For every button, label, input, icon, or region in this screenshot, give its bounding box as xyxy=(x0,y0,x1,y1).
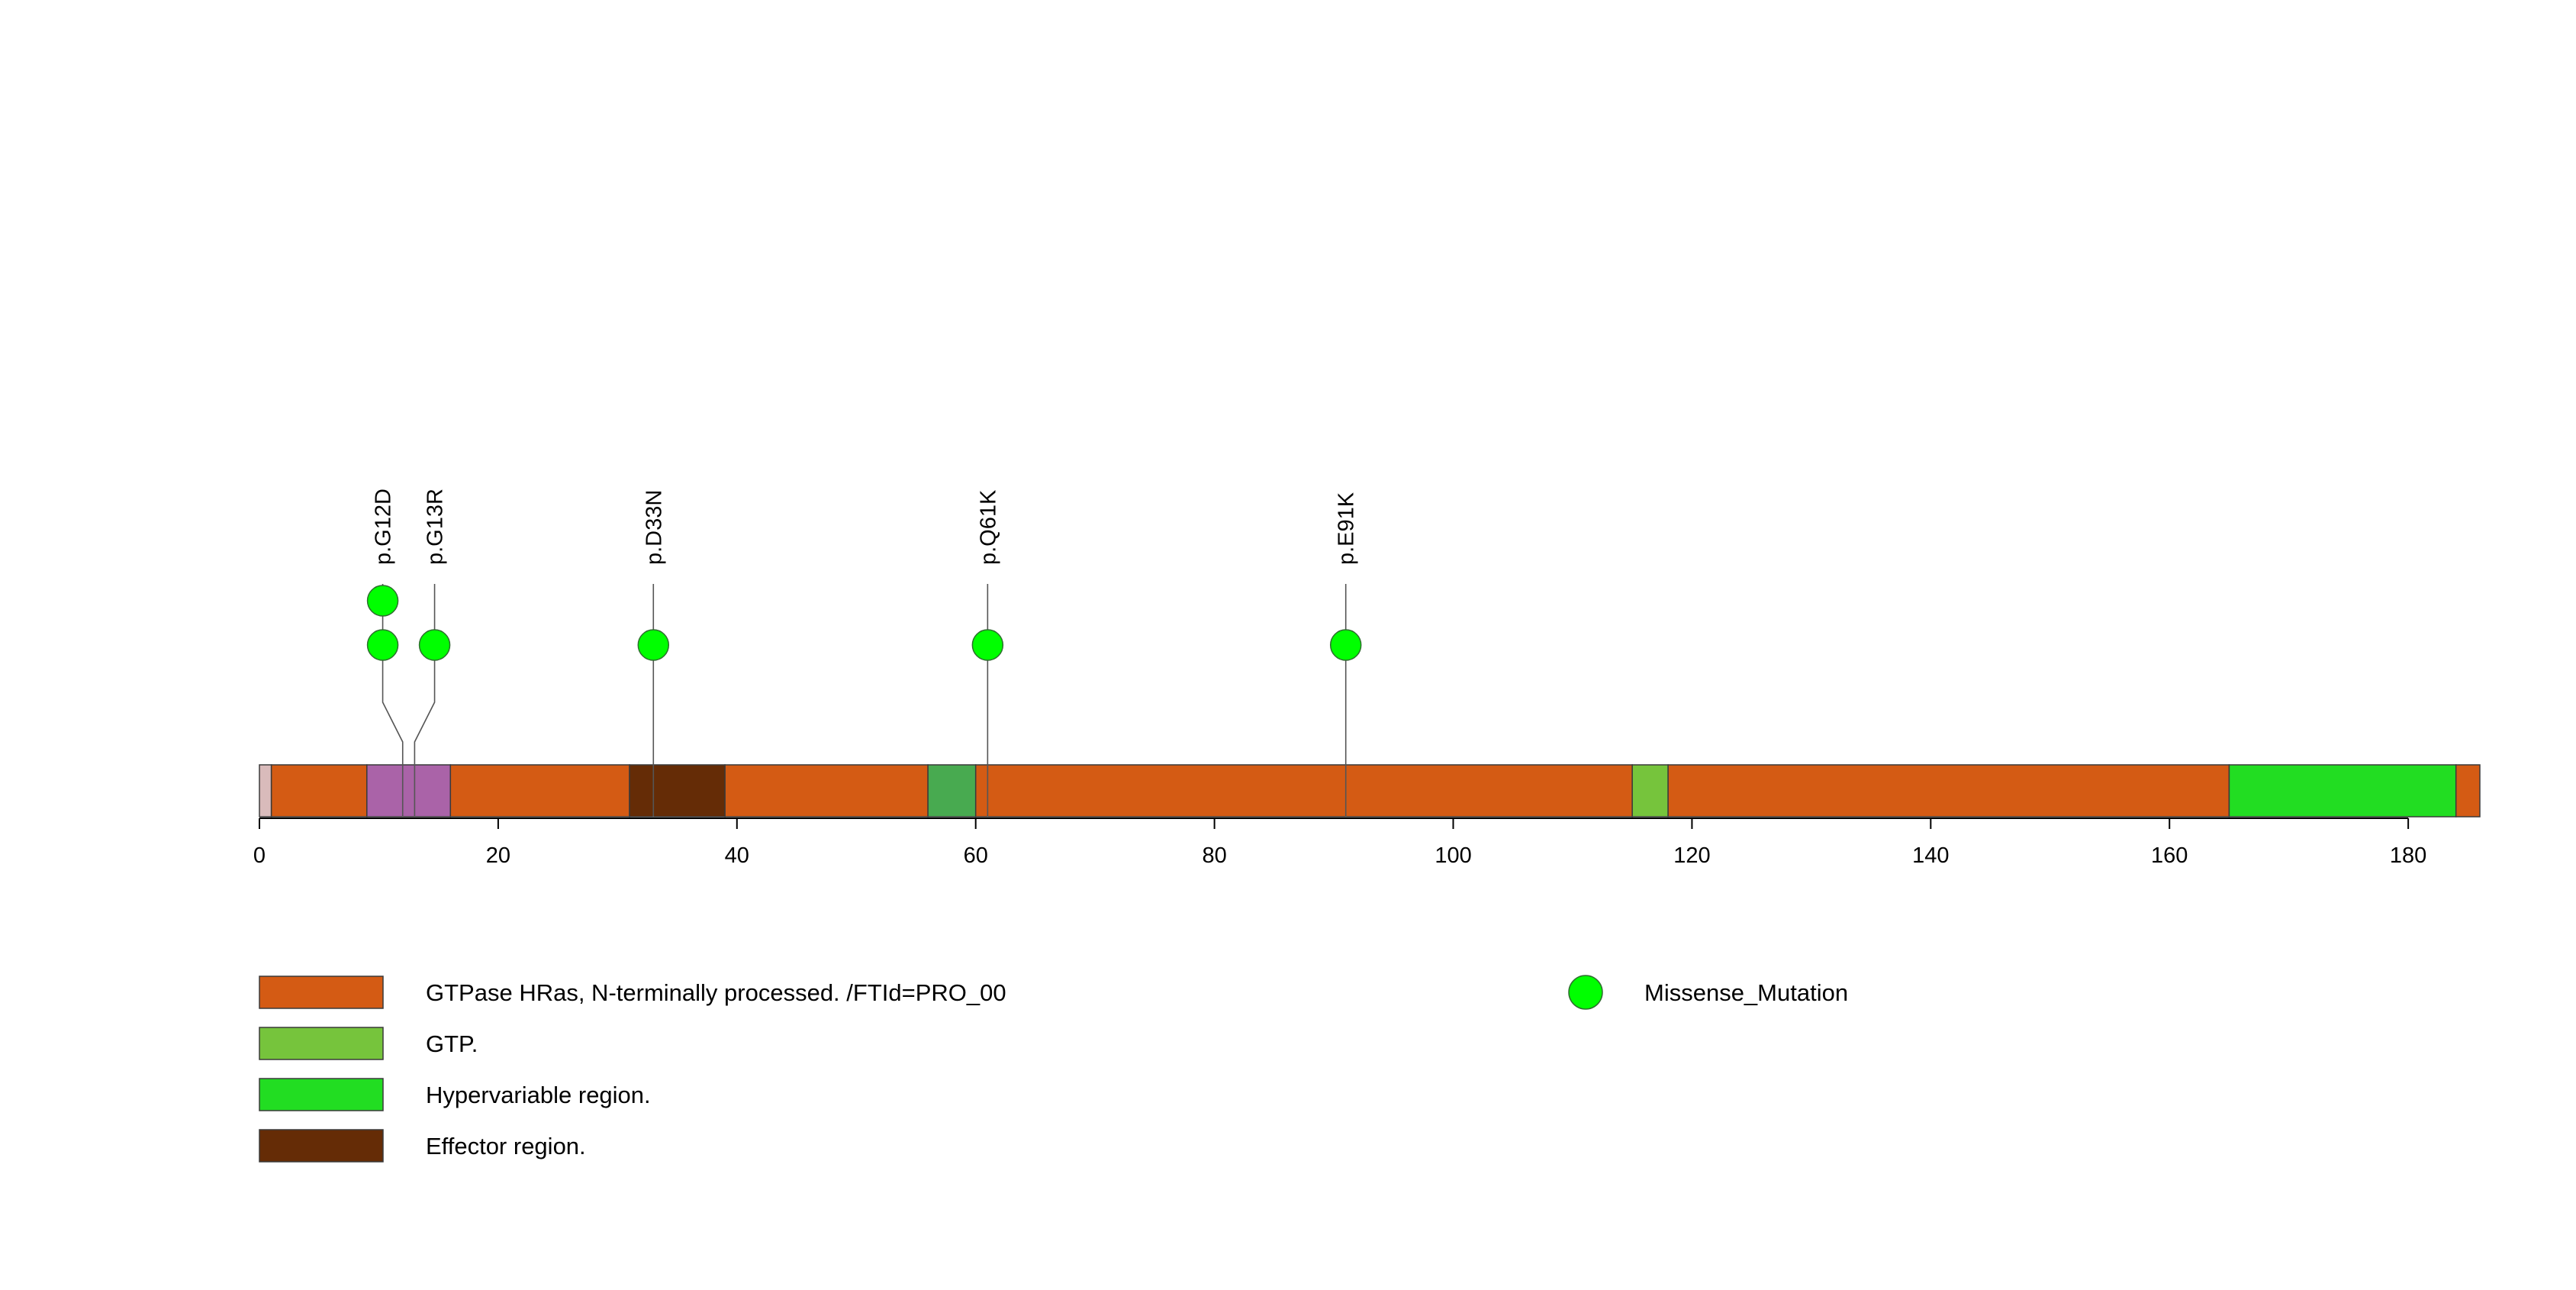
x-tick-label-0: 0 xyxy=(253,843,266,868)
mutation-point-p-q61k-1 xyxy=(971,629,1004,661)
legend-label-gtpase-hras-n-terminally-processed-ftid-pro-00: GTPase HRas, N-terminally processed. /FT… xyxy=(426,979,1006,1006)
x-tick-label-100: 100 xyxy=(1435,843,1471,868)
x-tick-label-60: 60 xyxy=(964,843,988,868)
x-tick-label-160: 160 xyxy=(2151,843,2188,868)
legend-swatch-effector-region xyxy=(259,1129,384,1163)
legend-label-missense-mutation: Missense_Mutation xyxy=(1644,979,1848,1006)
mutation-point-p-e91k-1 xyxy=(1329,629,1362,661)
legend-label-effector-region: Effector region. xyxy=(426,1133,586,1159)
x-tick-label-80: 80 xyxy=(1202,843,1226,868)
domain-segment-1 xyxy=(270,764,368,818)
mutation-label-p-e91k: p.E91K xyxy=(1335,492,1359,565)
mutation-point-p-d33n-1 xyxy=(637,629,670,661)
domain-segment-9 xyxy=(1667,764,2230,818)
mutation-label-p-g12d: p.G12D xyxy=(372,489,396,565)
mutation-point-p-g13r-1 xyxy=(418,629,451,661)
legend-swatch-hypervariable-region xyxy=(259,1078,384,1111)
mutation-label-p-g13r: p.G13R xyxy=(423,489,448,565)
mutation-point-p-g12d-1 xyxy=(366,629,399,661)
domain-segment-8 xyxy=(1631,764,1669,818)
domain-segment-7 xyxy=(974,764,1633,818)
x-axis: 0 20 40 60 80 100 120 140 160 180 xyxy=(253,818,2426,868)
legend-swatch-gtp xyxy=(259,1027,384,1060)
x-tick-label-180: 180 xyxy=(2390,843,2426,868)
x-tick-label-20: 20 xyxy=(486,843,510,868)
legend-label-gtp: GTP. xyxy=(426,1030,478,1057)
mutations: p.G12D p.G13R p.D33N p.Q61K p.E91K xyxy=(366,489,1362,817)
mutation-point-p-g12d-2 xyxy=(366,585,399,617)
domain-segment-2 xyxy=(366,764,452,818)
legend-marker-missense-mutation xyxy=(1568,975,1603,1010)
x-tick-label-40: 40 xyxy=(725,843,749,868)
x-tick-label-140: 140 xyxy=(1912,843,1949,868)
legend: GTPase HRas, N-terminally processed. /FT… xyxy=(259,975,1848,1163)
domain-segment-11 xyxy=(2455,764,2481,818)
mutation-label-p-q61k: p.Q61K xyxy=(976,489,1000,565)
domain-segment-6 xyxy=(927,764,977,818)
domain-segment-3 xyxy=(449,764,630,818)
protein-domains xyxy=(259,764,2481,818)
legend-label-hypervariable-region: Hypervariable region. xyxy=(426,1082,651,1108)
x-tick-label-120: 120 xyxy=(1673,843,1710,868)
domain-segment-4 xyxy=(629,764,726,818)
domain-segment-5 xyxy=(724,764,929,818)
legend-swatch-gtpase-hras-n-terminally-processed-ftid-pro-00 xyxy=(259,976,384,1009)
mutation-label-p-d33n: p.D33N xyxy=(642,490,666,565)
domain-segment-10 xyxy=(2228,764,2457,818)
domain-segment-0 xyxy=(259,764,272,818)
